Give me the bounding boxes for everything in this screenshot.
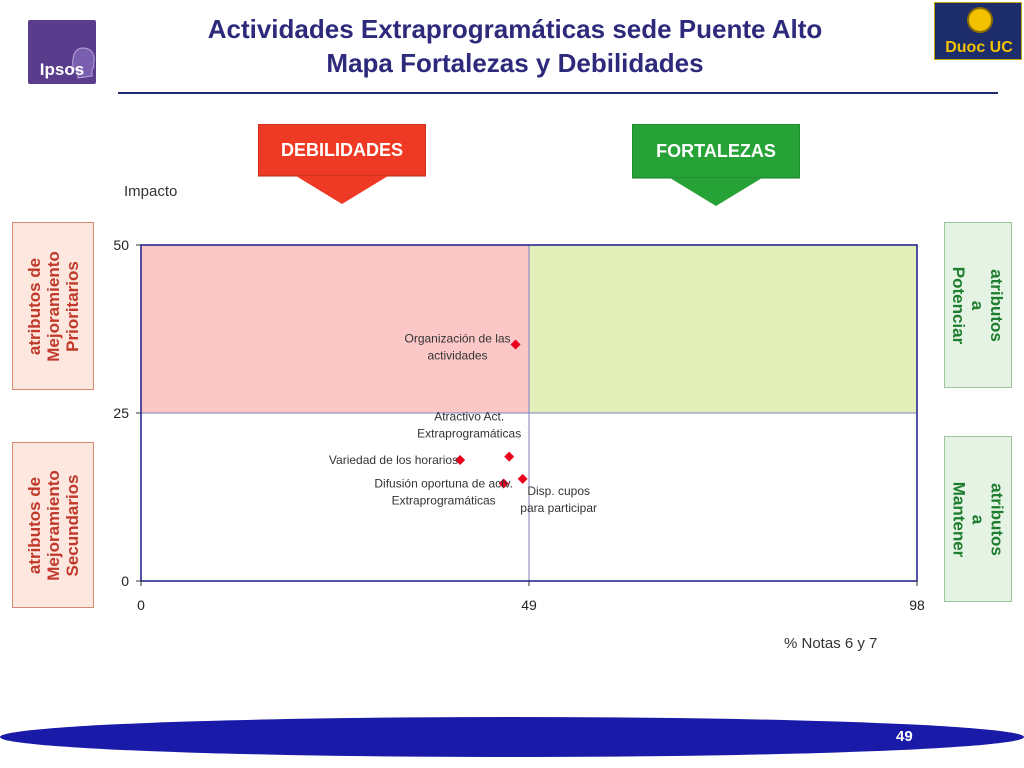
seal-icon <box>967 7 993 33</box>
title-divider <box>118 92 998 94</box>
data-point-label: Organización de las actividades <box>405 331 511 362</box>
ipsos-logo: Ipsos <box>28 20 96 84</box>
head-silhouette-icon <box>72 47 95 79</box>
y-axis-label: Impacto <box>124 183 178 200</box>
data-point-label: Atractivo Act. Extraprogramáticas <box>417 410 521 441</box>
y-tick-label: 25 <box>113 405 129 421</box>
data-point <box>455 455 466 466</box>
y-tick-label: 0 <box>121 573 129 589</box>
duoc-logo: Duoc UC <box>934 2 1022 60</box>
data-point <box>510 339 521 350</box>
data-point-label: Variedad de los horarios <box>329 453 458 467</box>
down-arrow-icon <box>258 124 426 204</box>
page-subtitle: Mapa Fortalezas y Debilidades <box>326 48 704 78</box>
side-label-prioritarios: atributos de Mejoramiento Prioritarios <box>12 222 94 390</box>
x-tick-label: 0 <box>137 597 145 613</box>
side-label-mantener: atributos a Mantener <box>944 436 1012 602</box>
fortalezas-label: FORTALEZAS <box>656 140 776 161</box>
data-point <box>517 473 528 484</box>
ipsos-logo-text: Ipsos <box>39 60 85 79</box>
down-arrow-icon <box>632 124 800 206</box>
side-label-potenciar: atributos a Potenciar <box>944 222 1012 388</box>
footer-bar <box>0 717 1024 757</box>
data-point <box>498 478 509 489</box>
x-tick-label: 98 <box>909 597 925 613</box>
quadrant-debilidades <box>141 245 529 413</box>
x-axis-label: % Notas 6 y 7 <box>784 635 878 652</box>
debilidades-callout: DEBILIDADES <box>258 124 426 204</box>
fortalezas-callout: FORTALEZAS <box>632 124 800 206</box>
side-label-secundarios: atributos de Mejoramiento Secundarios <box>12 442 94 608</box>
data-point-label: Difusión oportuna de actv. Extraprogramát… <box>374 477 513 508</box>
data-point <box>504 451 515 462</box>
quadrant-fortalezas <box>529 245 917 413</box>
data-point-label: Disp. cupos para participar <box>520 484 597 515</box>
page-title: Actividades Extraprogramáticas sede Puen… <box>207 14 823 44</box>
y-tick-label: 50 <box>113 237 129 253</box>
debilidades-label: DEBILIDADES <box>280 139 403 160</box>
page-number: 49 <box>896 728 913 745</box>
x-tick-label: 49 <box>521 597 537 613</box>
duoc-logo-text: Duoc UC <box>945 39 1013 56</box>
